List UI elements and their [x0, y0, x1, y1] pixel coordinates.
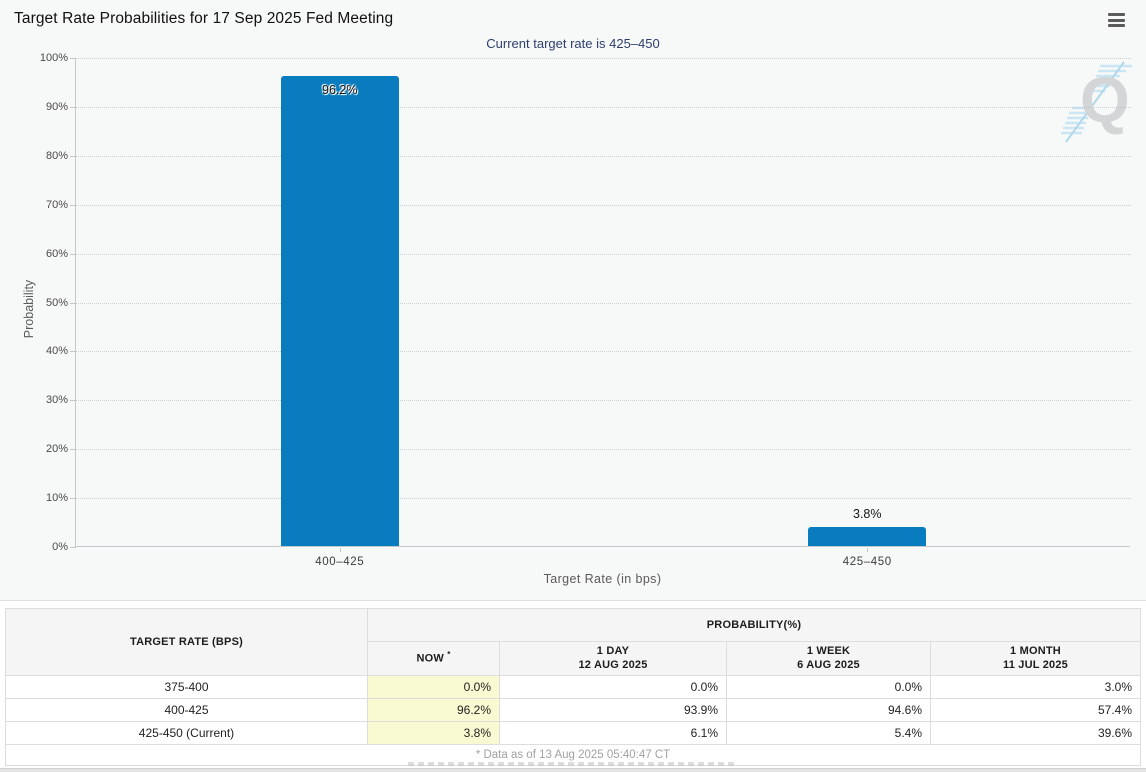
y-gridline	[76, 204, 1131, 206]
y-axis-label: 90%	[45, 100, 68, 113]
y-axis-title: Probability	[22, 279, 36, 339]
probability-cell: 57.4%	[930, 697, 1141, 722]
chart-subtitle: Current target rate is 425–450	[486, 36, 660, 51]
probability-bar[interactable]	[280, 75, 399, 546]
chart-title: Target Rate Probabilities for 17 Sep 202…	[14, 10, 394, 27]
y-gridline	[76, 106, 1131, 108]
y-axis-label: 50%	[45, 296, 68, 309]
y-gridline	[76, 302, 1131, 304]
probability-cell: 5.4%	[726, 720, 931, 745]
y-axis-tick	[70, 204, 76, 206]
probability-now-cell: 96.2%	[367, 697, 500, 722]
bar-value-label: 3.8%	[853, 507, 882, 522]
hamburger-menu-icon[interactable]	[1106, 13, 1126, 31]
y-axis-tick	[70, 351, 76, 353]
target-rate-cell: 425-450 (Current)	[5, 720, 368, 745]
y-axis-label: 60%	[45, 247, 68, 260]
y-gridline	[76, 449, 1131, 451]
y-axis-label: 40%	[45, 345, 68, 358]
y-gridline	[76, 351, 1131, 353]
col-header-probability-group: PROBABILITY(%)	[367, 608, 1141, 642]
y-axis-label: 20%	[45, 443, 68, 456]
y-axis-label: 10%	[45, 492, 68, 505]
y-axis-tick	[70, 547, 76, 548]
y-gridline	[76, 155, 1131, 157]
x-axis-tick	[867, 548, 869, 552]
subheader-row: NOW * 1 DAY 12 AUG 2025 1 WEEK 6 AUG 2025 1 M…	[6, 641, 1141, 676]
fedwatch-chart-panel: Target Rate Probabilities for 17 Sep 202…	[0, 10, 1146, 601]
y-axis-label: 70%	[45, 198, 68, 211]
probability-cell: 0.0%	[726, 674, 931, 699]
y-axis-tick	[70, 58, 76, 59]
y-gridline	[76, 253, 1131, 255]
probability-table: TARGET RATE (BPS) PROBABILITY(%) NOW * 1 …	[5, 608, 1141, 766]
table-row: 400-425 96.2% 93.9% 94.6% 57.4%	[5, 697, 1141, 722]
col-header-1-month: 1 MONTH 11 JUL 2025	[930, 641, 1141, 676]
x-axis-tick	[339, 548, 341, 552]
y-axis-label: 100%	[39, 52, 68, 64]
cut-off-text-row	[408, 762, 738, 766]
probability-cell: 39.6%	[930, 720, 1141, 745]
y-gridline	[76, 58, 1131, 59]
plot-area: 0% 10% 20% 30% 40% 50% 60% 70% 80% 90% 100% 96.2% 40…	[40, 52, 1131, 568]
y-gridline	[76, 498, 1131, 500]
y-axis-tick	[70, 449, 76, 451]
col-header-1-week: 1 WEEK 6 AUG 2025	[726, 641, 931, 676]
col-header-1-day: 1 DAY 12 AUG 2025	[499, 641, 727, 676]
y-axis-tick	[70, 106, 76, 108]
probability-cell: 0.0%	[499, 674, 727, 699]
x-axis-category-label: 400–425	[315, 556, 365, 568]
col-header-target-rate: TARGET RATE (BPS)	[5, 608, 368, 676]
probability-bar[interactable]	[808, 527, 927, 546]
probability-now-cell: 0.0%	[367, 674, 500, 699]
target-rate-cell: 400-425	[5, 697, 368, 722]
y-axis-label: 30%	[45, 394, 68, 407]
target-rate-cell: 375-400	[5, 674, 368, 699]
probability-cell: 3.0%	[930, 674, 1141, 699]
y-axis-tick	[70, 400, 76, 402]
y-axis-tick	[70, 302, 76, 304]
y-axis-label: 0%	[52, 541, 68, 553]
col-header-now: NOW *	[367, 641, 500, 676]
bottom-panel-edge	[0, 768, 1146, 772]
probability-cell: 94.6%	[726, 697, 931, 722]
y-axis-label: 80%	[45, 149, 68, 162]
table-row: 375-400 0.0% 0.0% 0.0% 3.0%	[5, 674, 1141, 699]
table-body: 375-400 0.0% 0.0% 0.0% 3.0% 400-425 96.2% 93.9%…	[5, 674, 1141, 745]
y-gridline	[76, 400, 1131, 402]
y-axis-tick	[70, 498, 76, 500]
x-axis-category-label: 425–450	[842, 556, 892, 568]
x-axis-title: Target Rate (in bps)	[543, 572, 662, 586]
probability-now-cell: 3.8%	[367, 720, 500, 745]
y-axis-tick	[70, 253, 76, 255]
table-row: 425-450 (Current) 3.8% 6.1% 5.4% 39.6%	[5, 720, 1141, 745]
bar-value-label: 96.2%	[322, 82, 358, 97]
probability-cell: 93.9%	[499, 697, 727, 722]
y-axis-tick	[70, 155, 76, 157]
probability-cell: 6.1%	[499, 720, 727, 745]
